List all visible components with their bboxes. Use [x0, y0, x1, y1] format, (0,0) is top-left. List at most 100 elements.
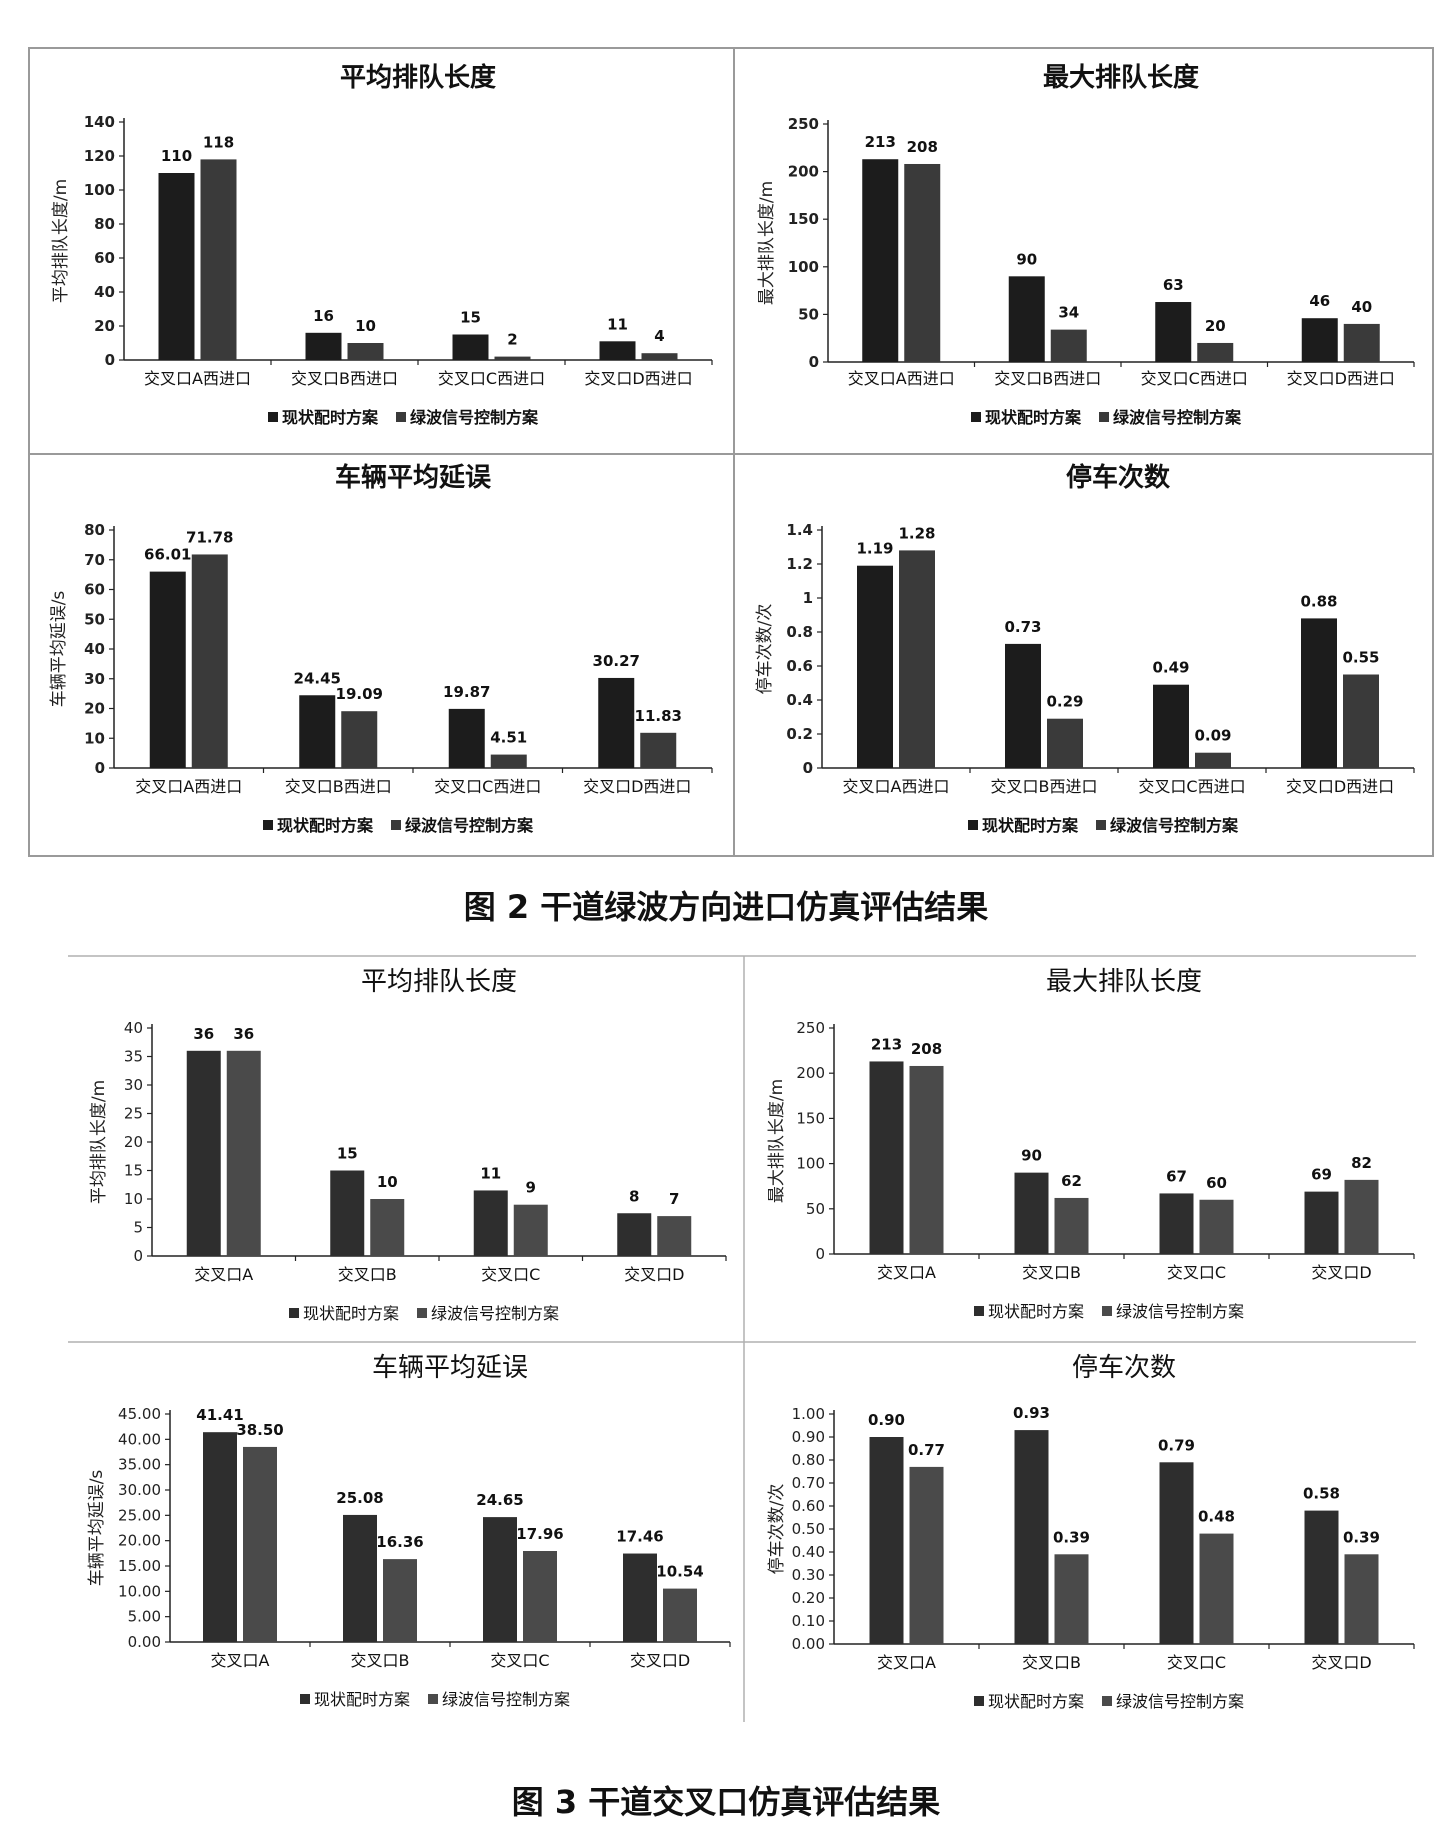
y-tick-label: 0 — [95, 759, 105, 777]
bar-green-wave-2 — [1050, 329, 1087, 362]
bar-green-wave-3 — [1199, 1533, 1234, 1644]
y-tick-label: 120 — [84, 147, 115, 165]
bar-green-wave-1 — [909, 1466, 944, 1644]
bar-current-timing-2 — [1008, 276, 1045, 362]
y-tick-label: 1.2 — [786, 555, 813, 573]
chart-title: 车辆平均延误 — [372, 1353, 528, 1383]
bar-current-timing-1 — [857, 565, 893, 768]
category-label: 交叉口B — [351, 1651, 410, 1670]
data-label: 25.08 — [336, 1489, 383, 1507]
legend-swatch — [428, 1694, 438, 1704]
category-label: 交叉口B西进口 — [994, 369, 1101, 388]
legend-label: 现状配时方案 — [314, 1690, 410, 1709]
figure1-outer-frame — [28, 47, 1434, 857]
data-label: 10.54 — [656, 1563, 703, 1581]
bar-current-timing-2 — [305, 332, 342, 360]
data-label: 10 — [377, 1173, 398, 1191]
y-tick-label: 45.00 — [118, 1405, 161, 1423]
bar-green-wave-4 — [1343, 674, 1379, 768]
y-tick-label: 40 — [84, 640, 105, 658]
data-label: 4.51 — [490, 729, 527, 747]
figure2-frames — [68, 955, 1416, 1722]
data-label: 90 — [1021, 1147, 1042, 1165]
category-label: 交叉口A西进口 — [843, 777, 950, 796]
chart-title: 停车次数 — [1066, 462, 1171, 493]
category-label: 交叉口D西进口 — [584, 369, 692, 388]
category-label: 交叉口A — [877, 1653, 936, 1672]
bar-green-wave-2 — [341, 711, 378, 768]
bar-current-timing-3 — [1153, 684, 1189, 768]
bar-current-timing-4 — [1301, 618, 1337, 768]
y-axis-title: 平均排队长度/m — [89, 1080, 109, 1204]
y-tick-label: 0.2 — [786, 725, 813, 743]
y-tick-label: 80 — [84, 521, 105, 539]
y-tick-label: 0.70 — [792, 1474, 825, 1492]
legend-swatch — [1102, 1696, 1112, 1706]
y-tick-label: 0 — [809, 353, 819, 371]
data-label: 0.48 — [1198, 1508, 1235, 1526]
chart-title: 停车次数 — [1072, 1353, 1176, 1383]
data-label: 0.90 — [868, 1411, 905, 1429]
bar-green-wave-2 — [383, 1559, 417, 1642]
y-tick-label: 70 — [84, 551, 105, 569]
bar-green-wave-1 — [200, 159, 237, 360]
data-label: 2 — [507, 331, 517, 349]
y-tick-label: 30.00 — [118, 1481, 161, 1499]
data-label: 10 — [355, 317, 376, 335]
chart-legend: 现状配时方案 绿波信号控制方案 — [971, 408, 1242, 427]
bar-current-timing-1 — [869, 1061, 904, 1254]
legend-label: 现状配时方案 — [988, 1302, 1084, 1321]
data-label: 36 — [233, 1025, 254, 1043]
data-label: 0.09 — [1194, 727, 1231, 745]
chart-title: 平均排队长度 — [340, 62, 496, 93]
bar-current-timing-2 — [1014, 1172, 1049, 1254]
data-label: 66.01 — [144, 546, 191, 564]
data-label: 0.77 — [908, 1441, 945, 1459]
category-label: 交叉口B — [1022, 1263, 1081, 1282]
category-label: 交叉口A — [211, 1651, 270, 1670]
figure1-caption: 图 2 干道绿波方向进口仿真评估结果 — [463, 888, 989, 926]
bar-current-timing-4 — [1304, 1510, 1339, 1644]
data-label: 9 — [526, 1179, 536, 1197]
y-tick-label: 0 — [105, 351, 115, 369]
y-tick-label: 50 — [84, 610, 105, 628]
y-tick-label: 200 — [788, 163, 819, 181]
legend-label: 现状配时方案 — [303, 1304, 399, 1323]
y-tick-label: 0.20 — [792, 1589, 825, 1607]
data-label: 71.78 — [186, 528, 233, 546]
category-label: 交叉口D — [1311, 1653, 1371, 1672]
legend-swatch — [300, 1694, 310, 1704]
bar-green-wave-3 — [490, 754, 527, 768]
y-tick-label: 20 — [124, 1133, 143, 1151]
data-label: 24.45 — [294, 669, 341, 687]
y-axis-title: 停车次数/次 — [755, 604, 775, 695]
y-tick-label: 5 — [133, 1219, 143, 1237]
category-label: 交叉口D西进口 — [583, 777, 691, 796]
y-tick-label: 10 — [124, 1190, 143, 1208]
chart-title: 最大排队长度 — [1046, 967, 1202, 997]
data-label: 11.83 — [635, 707, 682, 725]
legend-swatch — [974, 1696, 984, 1706]
data-label: 24.65 — [476, 1491, 523, 1509]
y-tick-label: 0.6 — [786, 657, 813, 675]
y-tick-label: 100 — [788, 258, 819, 276]
data-label: 0.39 — [1343, 1528, 1380, 1546]
data-label: 90 — [1016, 250, 1037, 268]
bar-current-timing-2 — [343, 1514, 377, 1642]
bar-green-wave-3 — [523, 1551, 557, 1642]
legend-swatch — [263, 820, 273, 830]
y-tick-label: 30 — [84, 670, 105, 688]
data-label: 213 — [865, 133, 896, 151]
bar-green-wave-4 — [657, 1216, 692, 1256]
y-axis-title: 最大排队长度/m — [757, 181, 777, 305]
data-label: 36 — [193, 1025, 214, 1043]
figure1-frames — [28, 47, 1434, 857]
y-tick-label: 25.00 — [118, 1506, 161, 1524]
bar-green-wave-2 — [347, 343, 384, 360]
y-tick-label: 0.40 — [792, 1543, 825, 1561]
bar-current-timing-4 — [598, 677, 635, 768]
y-tick-label: 50 — [798, 305, 819, 323]
data-label: 8 — [629, 1187, 639, 1205]
